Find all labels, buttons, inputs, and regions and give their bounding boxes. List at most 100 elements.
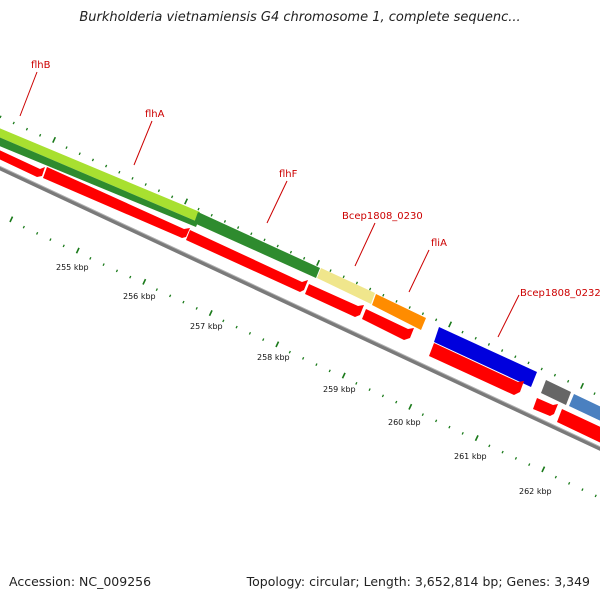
- cds-arrow: [0, 150, 45, 177]
- leader-flhA: [133, 120, 153, 166]
- gene-labels: flhB flhA flhF Bcep1808_0230 fliA Bcep18…: [31, 60, 600, 299]
- scale-tick-minor: [342, 275, 345, 279]
- scale-tick-minor: [514, 456, 518, 460]
- gene-label-flhA: flhA: [145, 109, 165, 120]
- scale-tick-major: [52, 136, 57, 143]
- scale-tick-major: [341, 372, 346, 379]
- scale-tick-minor: [169, 294, 172, 298]
- scale-tick-minor: [501, 450, 504, 454]
- scale-tick-minor: [49, 238, 52, 242]
- scale-tick-major: [448, 321, 453, 328]
- scale-tick-major: [316, 259, 321, 266]
- scale-tick-minor: [355, 381, 358, 385]
- cds-arrow: [429, 343, 524, 395]
- scale-tick-minor: [328, 369, 331, 373]
- scale-tick-major: [184, 198, 189, 205]
- inner-scale-ticks: [9, 216, 597, 498]
- scale-tick-minor: [12, 121, 15, 125]
- scale-tick-minor: [250, 232, 253, 236]
- scale-tick-minor: [210, 213, 213, 217]
- scale-tick-minor: [62, 244, 65, 248]
- feature-bars: [0, 128, 600, 421]
- scale-tick-major: [9, 216, 14, 223]
- gene-label-flhB: flhB: [31, 60, 51, 71]
- gene-bar-bcep0230: [317, 268, 375, 304]
- gene-bar-flhA: [0, 137, 198, 227]
- scale-tick-minor: [302, 356, 305, 360]
- cds-arrow: [362, 309, 414, 340]
- scale-tick-minor: [395, 299, 398, 303]
- scale-tick-minor: [262, 338, 265, 342]
- scale-tick-minor: [78, 152, 81, 156]
- scale-tick-minor: [567, 379, 570, 383]
- scale-tick-major: [541, 466, 546, 473]
- gene-bar-bcep0232: [434, 327, 537, 387]
- kbp-labels: 255 kbp 256 kbp 257 kbp 258 kbp 259 kbp …: [56, 263, 552, 496]
- scale-tick-minor: [0, 115, 2, 119]
- outer-scale-ticks: [0, 115, 596, 396]
- scale-tick-major: [408, 403, 413, 410]
- gene-bar-fliA: [372, 294, 426, 330]
- scale-tick-minor: [118, 170, 121, 174]
- scale-tick-major: [208, 310, 213, 317]
- scale-tick-minor: [131, 176, 134, 180]
- scale-tick-minor: [408, 306, 411, 309]
- scale-tick-major: [474, 435, 479, 442]
- leader-flhB: [19, 71, 38, 117]
- cds-arrow: [43, 167, 190, 238]
- scale-tick-minor: [195, 306, 198, 310]
- kbp-label: 258 kbp: [257, 353, 290, 362]
- cds-arrow: [557, 409, 600, 443]
- scale-tick-minor: [528, 463, 531, 467]
- kbp-label: 260 kbp: [388, 418, 421, 427]
- scale-tick-minor: [395, 400, 398, 404]
- scale-tick-minor: [248, 331, 252, 335]
- cds-arrows: [0, 150, 600, 443]
- scale-tick-minor: [303, 256, 306, 260]
- scale-tick-minor: [171, 195, 174, 199]
- scale-tick-major: [580, 382, 585, 389]
- scale-tick-minor: [22, 225, 25, 229]
- scale-tick-minor: [329, 269, 332, 273]
- sequence-backbone: [0, 165, 600, 451]
- scale-tick-minor: [369, 287, 372, 291]
- scale-tick-minor: [448, 425, 451, 429]
- gene-bar-flhB: [0, 128, 200, 222]
- scale-tick-minor: [461, 330, 464, 334]
- scale-tick-minor: [223, 220, 227, 223]
- cds-arrow: [186, 230, 308, 292]
- scale-tick-minor: [157, 189, 161, 193]
- scale-tick-minor: [382, 293, 385, 297]
- accession-text: Accession: NC_009256: [9, 574, 152, 589]
- scale-tick-minor: [540, 367, 543, 371]
- scale-tick-minor: [237, 226, 240, 229]
- scale-tick-minor: [553, 373, 557, 377]
- scale-tick-minor: [474, 336, 477, 340]
- scale-tick-minor: [594, 494, 597, 498]
- scale-tick-major: [75, 247, 80, 254]
- scale-tick-minor: [222, 319, 225, 323]
- scale-tick-minor: [381, 394, 385, 398]
- gene-label-fliA: fliA: [431, 238, 447, 249]
- scale-tick-minor: [89, 256, 92, 260]
- scale-tick-minor: [581, 488, 584, 492]
- scale-tick-minor: [288, 350, 291, 354]
- scale-tick-minor: [155, 288, 158, 292]
- gene-bar-gray: [541, 380, 571, 405]
- scale-tick-minor: [488, 444, 491, 448]
- scale-tick-major: [142, 278, 147, 285]
- scale-tick-minor: [65, 146, 68, 150]
- label-leader-lines: [19, 71, 520, 338]
- scale-tick-minor: [527, 361, 530, 365]
- scale-tick-minor: [368, 388, 371, 392]
- scale-tick-minor: [289, 250, 293, 254]
- cds-arrow: [533, 398, 558, 416]
- gene-label-bcep0232: Bcep1808_0232: [520, 288, 600, 299]
- kbp-label: 259 kbp: [323, 385, 356, 394]
- scale-tick-minor: [182, 300, 185, 304]
- scale-tick-minor: [276, 244, 279, 248]
- scale-tick-minor: [355, 281, 359, 285]
- scale-tick-minor: [421, 312, 425, 316]
- kbp-label: 257 kbp: [190, 322, 223, 331]
